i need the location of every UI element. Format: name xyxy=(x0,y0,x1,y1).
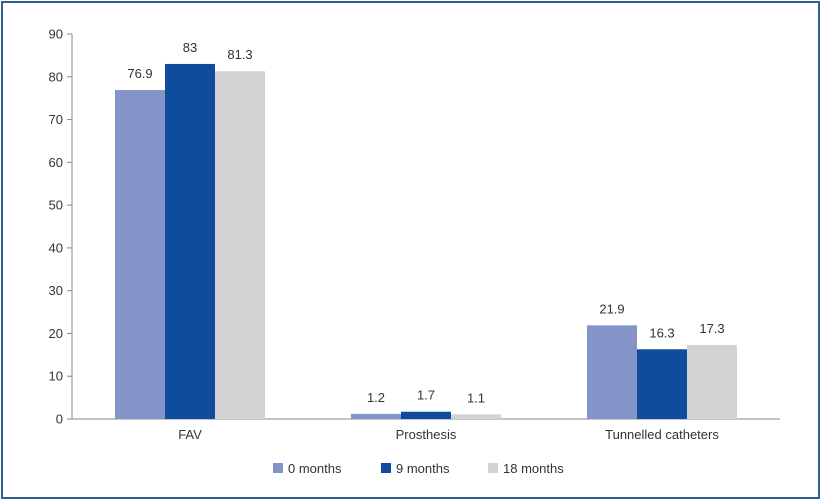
data-label: 1.2 xyxy=(367,390,385,405)
y-tick-label: 50 xyxy=(49,198,63,213)
category-label: Prosthesis xyxy=(396,427,457,442)
data-labels: 76.9 83 81.3 1.2 1.7 1.1 21.9 16.3 17.3 xyxy=(127,40,724,405)
category-label: FAV xyxy=(178,427,202,442)
y-tick-label: 20 xyxy=(49,326,63,341)
bar-0-months xyxy=(115,90,165,420)
legend-swatch-9-months xyxy=(381,463,391,473)
category-labels: FAV Prosthesis Tunnelled catheters xyxy=(178,427,719,442)
legend-label-0-months: 0 months xyxy=(288,461,342,476)
y-tick-label: 40 xyxy=(49,240,63,255)
y-tick-label: 60 xyxy=(49,155,63,170)
data-label: 76.9 xyxy=(127,66,152,81)
bar-9-months xyxy=(637,349,687,419)
bar-9-months xyxy=(165,63,215,419)
legend-swatch-18-months xyxy=(488,463,498,473)
legend-label-18-months: 18 months xyxy=(503,461,564,476)
y-tick-label: 10 xyxy=(49,369,63,384)
data-label: 83 xyxy=(183,40,197,55)
category-label: Tunnelled catheters xyxy=(605,427,719,442)
legend: 0 months 9 months 18 months xyxy=(273,461,564,476)
data-label: 1.7 xyxy=(417,388,435,403)
bar-9-months xyxy=(401,411,451,419)
y-tick-label: 0 xyxy=(56,412,63,427)
data-label: 1.1 xyxy=(467,390,485,405)
bar-0-months xyxy=(351,413,401,419)
y-tick-label: 30 xyxy=(49,283,63,298)
data-label: 21.9 xyxy=(599,301,624,316)
data-label: 16.3 xyxy=(649,325,674,340)
legend-label-9-months: 9 months xyxy=(396,461,450,476)
y-tick-label: 90 xyxy=(49,27,63,42)
data-label: 81.3 xyxy=(227,47,252,62)
bar-18-months xyxy=(215,71,265,419)
bars xyxy=(115,63,737,420)
legend-swatch-0-months xyxy=(273,463,283,473)
y-tick-label: 80 xyxy=(49,69,63,84)
y-tick-label: 70 xyxy=(49,112,63,127)
bar-18-months xyxy=(451,414,501,419)
y-ticks: 0 10 20 30 40 50 60 70 80 90 xyxy=(49,27,72,427)
bar-0-months xyxy=(587,325,637,419)
bar-18-months xyxy=(687,344,737,419)
data-label: 17.3 xyxy=(699,321,724,336)
